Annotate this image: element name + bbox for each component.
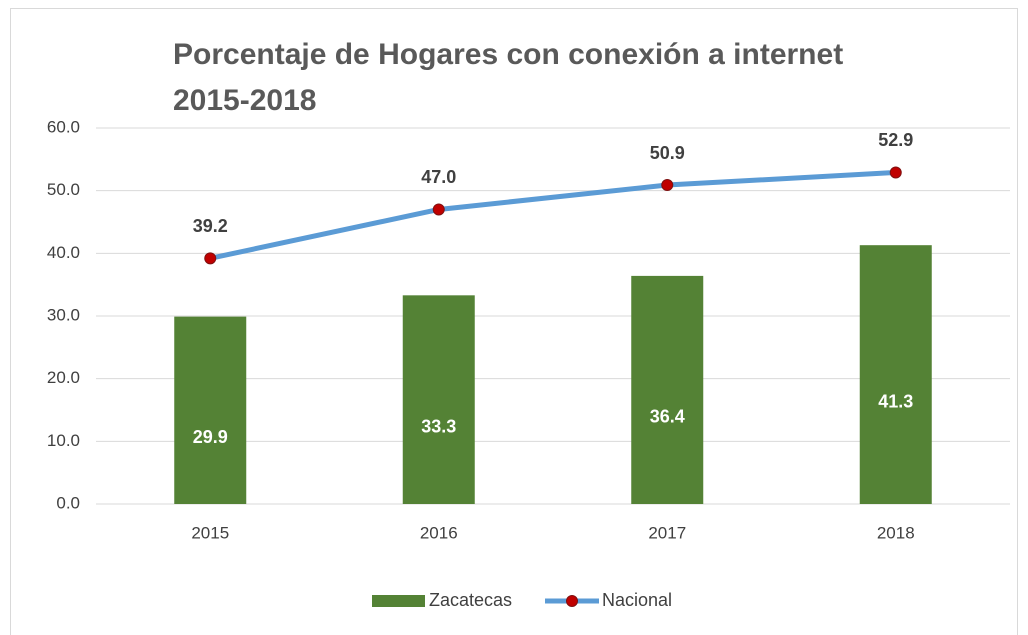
bar xyxy=(631,275,704,504)
legend-label: Nacional xyxy=(602,590,672,610)
y-tick-label: 50.0 xyxy=(47,180,80,199)
x-tick-label: 2017 xyxy=(648,523,686,542)
y-tick-label: 40.0 xyxy=(47,243,80,262)
bar-value-label: 33.3 xyxy=(421,416,456,436)
chart-title: Porcentaje de Hogares con conexión a int… xyxy=(173,38,844,117)
y-tick-label: 0.0 xyxy=(56,493,80,512)
y-tick-label: 60.0 xyxy=(47,117,80,136)
line-value-label: 52.9 xyxy=(878,130,913,150)
bar-value-label: 41.3 xyxy=(878,391,913,411)
line-marker xyxy=(432,203,445,216)
legend-swatch xyxy=(372,595,425,607)
y-tick-label: 30.0 xyxy=(47,305,80,324)
y-tick-label: 20.0 xyxy=(47,368,80,387)
line-marker xyxy=(661,179,674,192)
line-value-label: 39.2 xyxy=(193,216,228,236)
bar-value-label: 36.4 xyxy=(650,407,685,427)
x-tick-label: 2016 xyxy=(420,523,458,542)
bar xyxy=(859,245,932,505)
bar xyxy=(402,295,475,504)
x-tick-label: 2015 xyxy=(191,523,229,542)
bar xyxy=(174,316,247,504)
legend-marker xyxy=(566,595,578,607)
line-value-label: 47.0 xyxy=(421,167,456,187)
line-value-label: 50.9 xyxy=(650,143,685,163)
line-marker xyxy=(889,166,902,179)
line xyxy=(209,169,896,261)
y-tick-label: 10.0 xyxy=(47,431,80,450)
legend-label: Zacatecas xyxy=(429,590,512,610)
bar-value-label: 29.9 xyxy=(193,427,228,447)
line-marker xyxy=(204,252,217,265)
x-tick-label: 2018 xyxy=(877,523,915,542)
chart-frame xyxy=(10,8,1018,635)
